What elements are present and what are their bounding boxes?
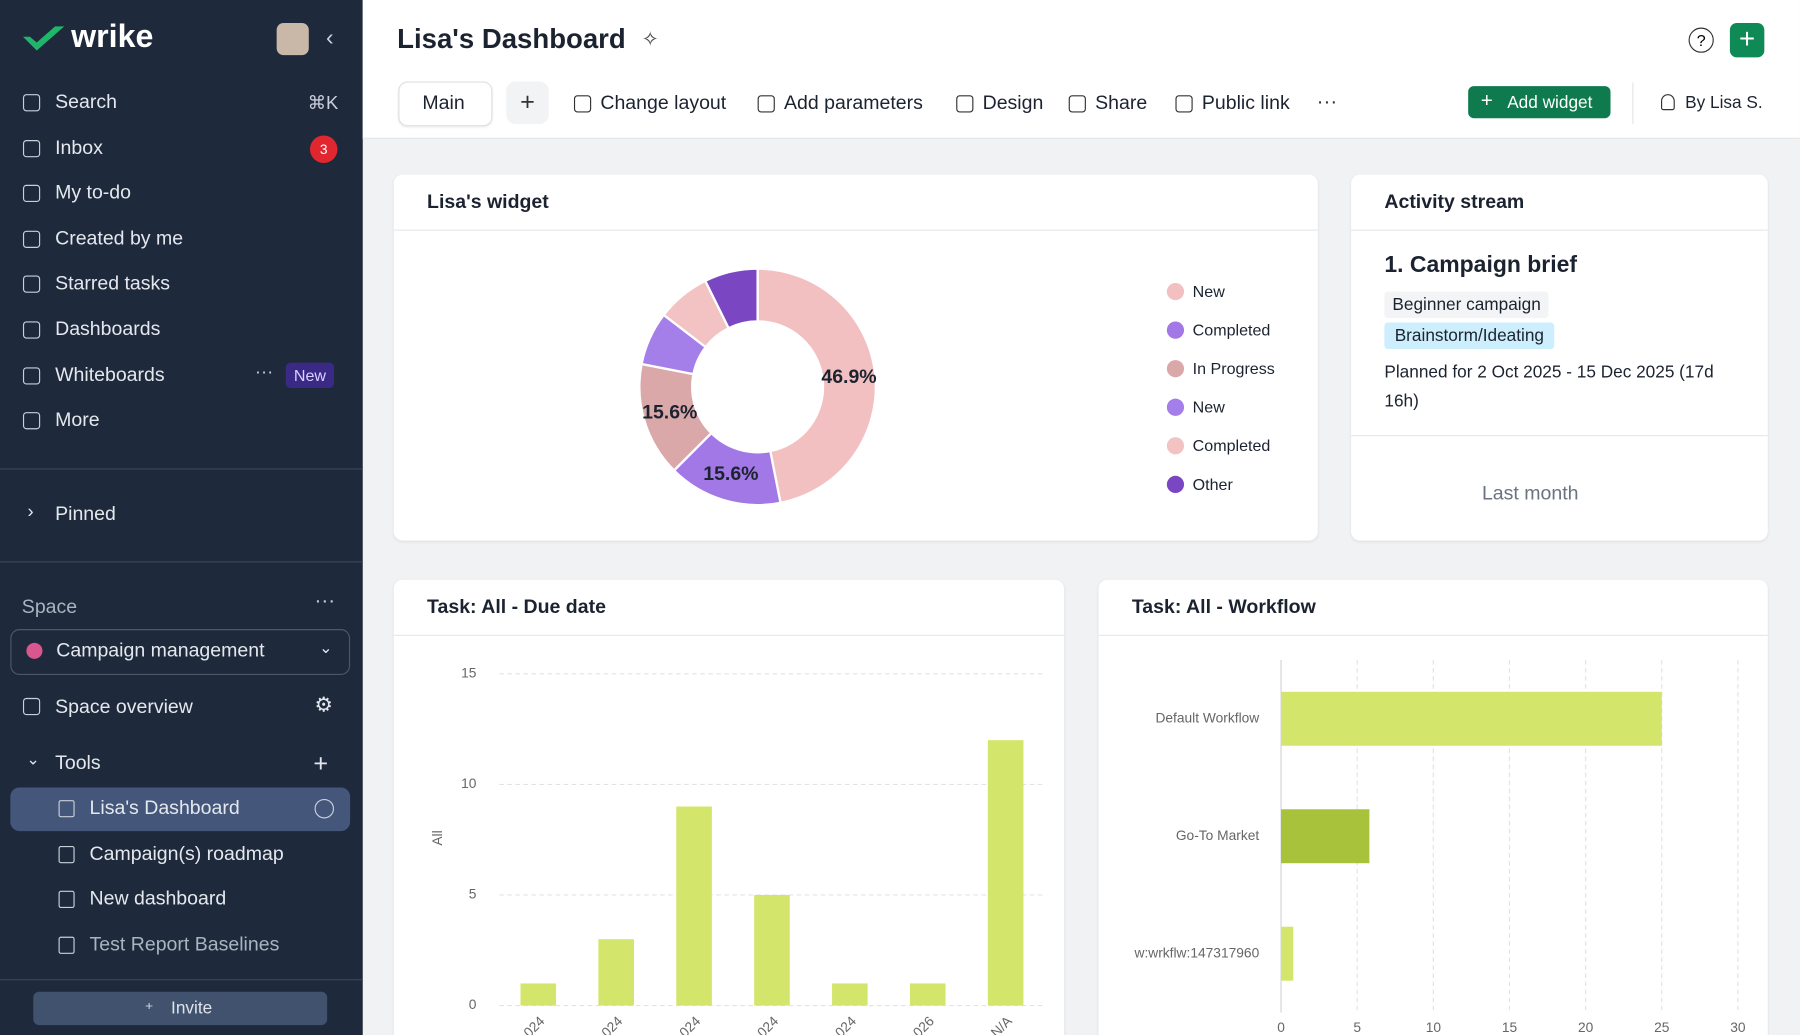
period: Last month xyxy=(1481,482,1579,504)
dropdown: ⌄ xyxy=(319,638,333,657)
nav-item[interactable]: Search xyxy=(55,90,117,113)
invite-button[interactable] xyxy=(33,991,328,1026)
divider xyxy=(1098,634,1768,636)
action-icon xyxy=(1175,95,1193,113)
pin[interactable]: ✧ xyxy=(641,27,660,51)
icon xyxy=(22,321,41,339)
tool-item[interactable]: Lisa's Dashboard xyxy=(89,796,240,819)
nav-item[interactable]: More xyxy=(55,408,100,431)
space-overview[interactable]: Space overview xyxy=(55,695,193,718)
widget: Activity stream 1. Campaign brief Beginn… xyxy=(1351,174,1768,541)
tool-item[interactable]: New dashboard xyxy=(89,887,227,910)
action-icon xyxy=(956,95,974,113)
space-name: Campaign management xyxy=(56,639,265,662)
icon xyxy=(22,366,41,385)
logo-mark xyxy=(22,26,65,51)
action[interactable]: Design xyxy=(982,91,1044,114)
icon xyxy=(58,890,75,909)
avatar[interactable] xyxy=(276,22,309,56)
tag: Beginner campaign xyxy=(1384,291,1549,318)
space-icon xyxy=(26,642,43,659)
widget: Task: All - Due date xyxy=(393,579,1065,1035)
shortcut: ⌘K xyxy=(307,94,339,114)
icon xyxy=(22,94,41,112)
chevron: ⌄ xyxy=(26,749,40,768)
space-menu[interactable]: ··· xyxy=(314,588,336,612)
tag: Brainstorm/Ideating xyxy=(1384,322,1555,349)
help[interactable]: ? xyxy=(1688,27,1714,53)
action-icon xyxy=(573,95,592,113)
badge: 3 xyxy=(309,134,338,163)
divider xyxy=(0,561,363,563)
nav-item[interactable]: Dashboards xyxy=(55,317,161,340)
icon xyxy=(22,185,41,203)
tool-item[interactable]: Test Report Baselines xyxy=(89,933,280,955)
action[interactable]: Share xyxy=(1095,91,1148,114)
add-tool[interactable]: + xyxy=(313,748,329,778)
space-select[interactable] xyxy=(10,629,351,675)
more[interactable]: ··· xyxy=(254,362,274,382)
add-widget: Add widget xyxy=(1507,92,1593,113)
separator xyxy=(1632,82,1634,124)
sidebar: wrike ‹ Search ⌘K Inbox 3 My to-do Created by… xyxy=(0,0,363,1035)
nav-item[interactable]: Inbox xyxy=(55,136,103,158)
icon xyxy=(22,139,41,157)
pinned[interactable]: Pinned xyxy=(55,502,116,525)
icon xyxy=(58,936,75,954)
logo: wrike xyxy=(71,18,154,54)
divider xyxy=(1351,435,1768,437)
icon xyxy=(58,845,75,863)
user-icon xyxy=(1661,94,1675,111)
widget: Lisa's widget xyxy=(393,174,1318,541)
action[interactable]: Change layout xyxy=(600,91,727,114)
page-title: Lisa's Dashboard xyxy=(397,24,626,56)
action-icon xyxy=(1068,95,1086,113)
invite[interactable]: Invite xyxy=(171,998,213,1019)
nav-item[interactable]: My to-do xyxy=(55,181,132,204)
activity-title[interactable]: 1. Campaign brief xyxy=(1384,252,1577,278)
settings[interactable]: ⚙ xyxy=(314,693,334,717)
widget-title: Task: All - Due date xyxy=(427,595,606,618)
chevron: › xyxy=(27,502,34,523)
icon xyxy=(22,412,41,430)
divider xyxy=(0,468,363,470)
tab-label: Main xyxy=(422,91,465,114)
tab[interactable] xyxy=(398,81,493,127)
planned: Planned for 2 Oct 2025 - 15 Dec 2025 (17… xyxy=(1384,362,1714,411)
divider xyxy=(393,229,1318,231)
divider xyxy=(0,979,363,981)
icon xyxy=(22,275,41,294)
widget-title: Activity stream xyxy=(1384,190,1525,213)
widget: Task: All - Workflow xyxy=(1098,579,1768,1035)
more-actions[interactable]: ··· xyxy=(1316,89,1338,113)
nav-item[interactable]: Whiteboards xyxy=(55,363,165,386)
action[interactable]: Public link xyxy=(1201,91,1290,114)
create[interactable]: + xyxy=(1729,22,1765,58)
invite-icon: ⁺ xyxy=(144,999,154,1020)
widget-title: Task: All - Workflow xyxy=(1131,595,1316,618)
collapse[interactable]: ‹ xyxy=(326,25,334,51)
icon xyxy=(22,230,41,248)
divider xyxy=(1351,229,1768,231)
tools[interactable]: Tools xyxy=(55,751,101,774)
icon xyxy=(22,697,41,716)
nav-item[interactable]: Created by me xyxy=(55,227,184,249)
widget-title: Lisa's widget xyxy=(427,190,549,213)
nav-item[interactable]: Starred tasks xyxy=(55,272,171,295)
add-tab[interactable]: + xyxy=(506,81,549,124)
check xyxy=(314,798,335,819)
action[interactable]: Add parameters xyxy=(784,91,923,114)
owner: By Lisa S. xyxy=(1685,92,1763,113)
active-item xyxy=(10,787,351,832)
space-label: Space xyxy=(21,595,78,618)
add-widget-button[interactable] xyxy=(1468,86,1611,119)
tool-item[interactable]: Campaign(s) roadmap xyxy=(89,842,284,864)
tag: New xyxy=(285,362,335,388)
action-icon xyxy=(757,95,775,113)
plus: + xyxy=(1480,88,1493,112)
icon xyxy=(58,800,75,818)
divider xyxy=(393,634,1065,636)
